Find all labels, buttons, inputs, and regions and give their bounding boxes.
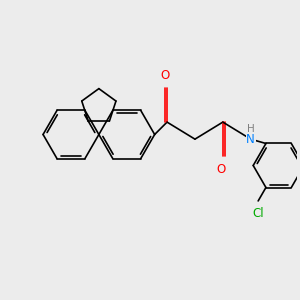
Text: O: O	[217, 163, 226, 176]
Text: Cl: Cl	[252, 207, 264, 220]
Text: N: N	[246, 133, 255, 146]
Text: H: H	[247, 124, 255, 134]
Text: O: O	[161, 69, 170, 82]
